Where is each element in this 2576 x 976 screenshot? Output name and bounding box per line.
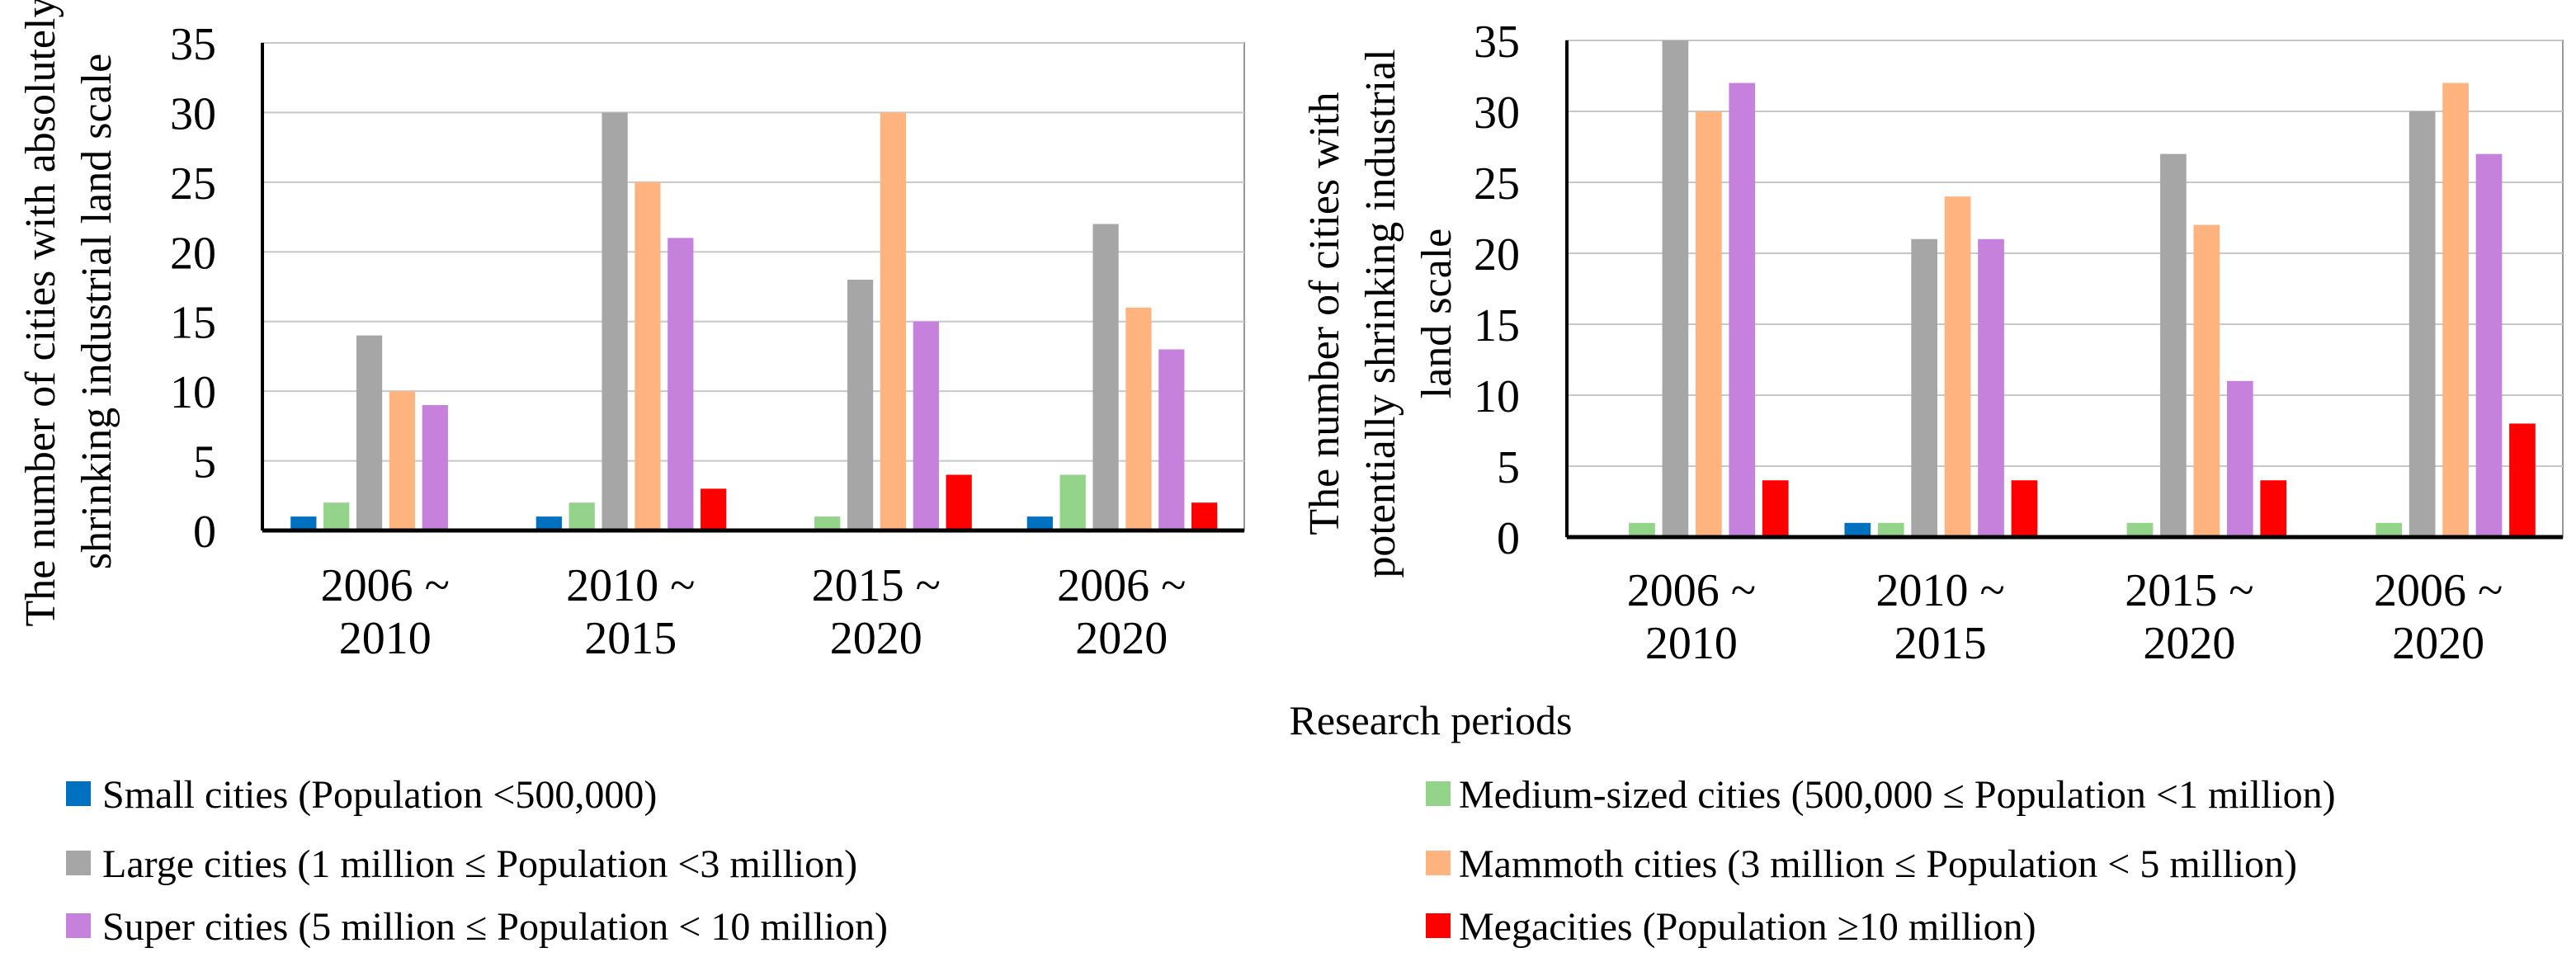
x-tick-label: 2020	[2143, 618, 2235, 669]
y-axis-title: land scale	[1413, 229, 1460, 398]
legend-swatch	[1426, 851, 1451, 875]
y-tick-label: 25	[170, 158, 216, 210]
bar-megacities	[1191, 502, 1218, 530]
bar-large-cities	[847, 280, 874, 530]
bar-super-cities	[668, 238, 694, 530]
bar-mammoth-cities	[2442, 83, 2469, 538]
bar-megacities	[2509, 423, 2536, 537]
y-axis-title: The number of cities with absolutely	[17, 0, 64, 626]
y-tick-label: 15	[1474, 300, 1520, 351]
bar-medium-sized-cities	[2375, 522, 2403, 537]
bar-large-cities	[356, 335, 383, 530]
bar-super-cities	[1978, 238, 2004, 537]
legend-label: Mammoth cities (3 million ≤ Population <…	[1459, 842, 2297, 886]
bar-super-cities	[2226, 380, 2253, 537]
x-tick-label: 2006 ~	[2374, 565, 2503, 616]
bar-medium-sized-cities	[1059, 474, 1086, 530]
bar-mammoth-cities	[1125, 307, 1152, 530]
legend-swatch	[66, 781, 91, 806]
bar-medium-sized-cities	[814, 516, 841, 530]
bar-mammoth-cities	[1944, 196, 1971, 537]
bar-large-cities	[2160, 153, 2187, 537]
bar-large-cities	[1092, 224, 1119, 530]
bar-medium-sized-cities	[569, 502, 595, 530]
bar-mammoth-cities	[389, 391, 416, 530]
y-tick-label: 20	[170, 228, 216, 279]
y-tick-label: 35	[170, 19, 216, 70]
x-tick-label: 2020	[1075, 613, 1168, 664]
bar-megacities	[701, 488, 727, 530]
x-tick-label: 2020	[2392, 618, 2484, 669]
y-tick-label: 15	[170, 298, 216, 349]
y-tick-label: 20	[1474, 229, 1520, 281]
legend-label: Small cities (Population <500,000)	[102, 773, 657, 817]
bar-small-cities	[535, 516, 562, 530]
bar-medium-sized-cities	[1629, 522, 1655, 537]
legend-label: Medium-sized cities (500,000 ≤ Populatio…	[1459, 773, 2336, 817]
bar-medium-sized-cities	[323, 502, 350, 530]
x-tick-label: 2015 ~	[2125, 565, 2253, 616]
x-tick-label: 2015	[1894, 618, 1987, 669]
legend-label: Large cities (1 million ≤ Population <3 …	[102, 842, 857, 886]
y-tick-label: 30	[170, 88, 216, 139]
bar-megacities	[1762, 480, 1789, 537]
bar-medium-sized-cities	[1877, 522, 1904, 537]
y-tick-label: 5	[1497, 442, 1520, 493]
legend-swatch	[1426, 781, 1451, 806]
bar-large-cities	[2409, 111, 2436, 537]
x-tick-label: 2020	[830, 613, 922, 664]
x-tick-label: 2006 ~	[321, 560, 450, 611]
bar-mammoth-cities	[2193, 224, 2220, 537]
y-tick-label: 10	[1474, 371, 1520, 422]
bar-mammoth-cities	[635, 182, 661, 530]
y-axis-title: potentially shrinking industrial	[1357, 49, 1404, 578]
bar-large-cities	[1662, 40, 1689, 537]
legend-label: Super cities (5 million ≤ Population < 1…	[102, 905, 888, 949]
y-tick-label: 10	[170, 367, 216, 418]
bar-mammoth-cities	[880, 112, 907, 530]
bar-medium-sized-cities	[2126, 522, 2154, 537]
bar-small-cities	[1844, 522, 1871, 537]
bar-large-cities	[1911, 238, 1938, 537]
x-tick-label: 2006 ~	[1627, 565, 1756, 616]
bar-super-cities	[422, 405, 448, 530]
bar-mammoth-cities	[1696, 111, 1722, 537]
y-tick-label: 0	[193, 507, 216, 558]
x-tick-label: 2015	[584, 613, 677, 664]
y-tick-label: 0	[1497, 513, 1520, 564]
y-axis-title: The number of cities with	[1301, 92, 1348, 535]
x-tick-label: 2015 ~	[812, 560, 941, 611]
x-tick-label: 2010	[339, 613, 432, 664]
bar-super-cities	[1158, 349, 1185, 530]
y-tick-label: 25	[1474, 158, 1520, 210]
x-tick-label: 2010	[1645, 618, 1738, 669]
x-tick-label: 2010 ~	[1875, 565, 2004, 616]
bar-large-cities	[602, 112, 628, 530]
shared-x-axis-title: Research periods	[1290, 697, 1573, 743]
x-tick-label: 2010 ~	[566, 560, 695, 611]
legend: Small cities (Population <500,000) Medium…	[66, 773, 2336, 949]
legend-swatch	[1426, 913, 1451, 938]
bar-small-cities	[1026, 516, 1053, 530]
bar-super-cities	[2475, 153, 2503, 537]
bar-small-cities	[290, 516, 317, 530]
bar-super-cities	[1729, 83, 1756, 538]
y-tick-label: 5	[193, 437, 216, 488]
legend-swatch	[66, 913, 91, 938]
bar-megacities	[946, 474, 972, 530]
bar-megacities	[2011, 480, 2038, 537]
y-tick-label: 30	[1474, 87, 1520, 139]
x-tick-label: 2006 ~	[1057, 560, 1186, 611]
y-tick-label: 35	[1474, 17, 1520, 68]
legend-swatch	[66, 851, 91, 875]
legend-label: Megacities (Population ≥10 million)	[1459, 905, 2036, 949]
y-axis-title: shrinking industrial land scale	[73, 54, 120, 569]
bar-super-cities	[913, 321, 939, 530]
bar-megacities	[2260, 480, 2287, 537]
